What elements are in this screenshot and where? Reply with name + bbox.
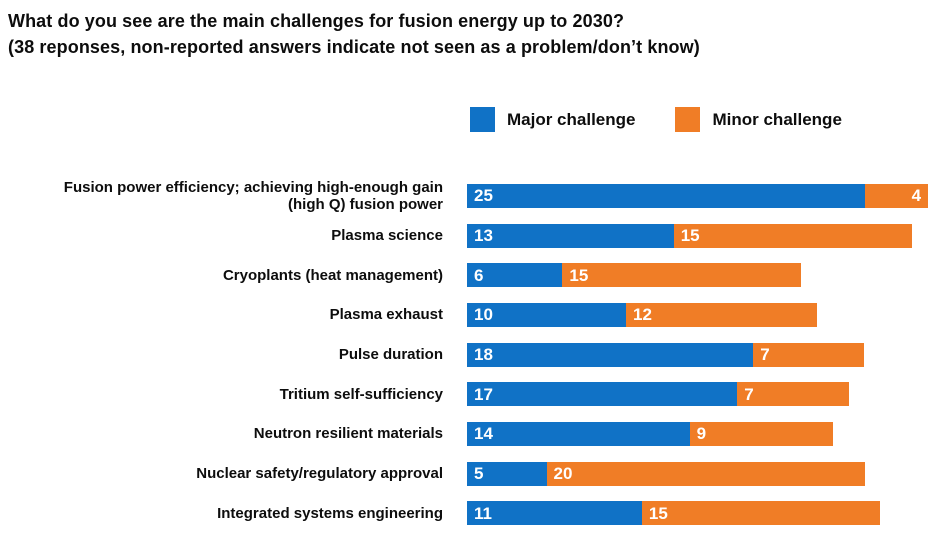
category-label: Neutron resilient materials <box>253 425 443 443</box>
bar-segment-major: 13 <box>467 223 674 248</box>
bar-value-label: 18 <box>474 345 493 365</box>
bar-value-label: 9 <box>696 424 707 444</box>
category-label: Tritium self-sufficiency <box>279 385 443 403</box>
chart-row: Plasma science 13 15 <box>0 216 936 256</box>
bar-segment-major: 14 <box>467 421 690 446</box>
bar-segment-minor: 7 <box>753 342 865 367</box>
bar-segment-minor: 7 <box>737 382 849 407</box>
bar-value-label: 13 <box>474 226 493 246</box>
chart-row: Fusion power efficiency; achieving high-… <box>0 176 936 216</box>
chart-row: Pulse duration 18 7 <box>0 335 936 375</box>
bar-value-label: 20 <box>553 464 573 484</box>
stacked-bar: 18 7 <box>467 342 865 367</box>
bar-value-label: 15 <box>680 226 700 246</box>
bar-segment-minor: 15 <box>562 263 801 288</box>
bar-segment-major: 25 <box>467 183 865 208</box>
chart-row: Tritium self-sufficiency 17 7 <box>0 374 936 414</box>
bar-value-label: 4 <box>911 186 922 206</box>
bar-segment-minor: 9 <box>689 421 833 446</box>
stacked-bar: 6 15 <box>467 263 801 288</box>
bar-segment-major: 5 <box>467 461 547 486</box>
chart-rows: Fusion power efficiency; achieving high-… <box>0 176 936 533</box>
legend: Major challenge Minor challenge <box>470 107 842 132</box>
chart-row: Integrated systems engineering 11 15 <box>0 494 936 534</box>
category-label: Integrated systems engineering <box>217 504 443 522</box>
bar-value-label: 5 <box>474 464 484 484</box>
bar-value-label: 25 <box>474 186 493 206</box>
bar-value-label: 7 <box>760 345 770 365</box>
chart-row: Nuclear safety/regulatory approval 5 20 <box>0 454 936 494</box>
stacked-bar: 5 20 <box>467 461 865 486</box>
bar-segment-major: 11 <box>467 501 642 526</box>
stacked-bar: 10 12 <box>467 302 817 327</box>
legend-swatch-icon <box>470 107 495 132</box>
legend-label: Minor challenge <box>712 109 842 129</box>
category-label: Pulse duration <box>338 345 443 363</box>
chart-row: Cryoplants (heat management) 6 15 <box>0 255 936 295</box>
chart-subtitle: (38 reponses, non-reported answers indic… <box>8 37 700 57</box>
chart-title-block: What do you see are the main challenges … <box>8 8 700 60</box>
stacked-bar: 17 7 <box>467 382 849 407</box>
bar-value-label: 15 <box>569 265 589 285</box>
bar-value-label: 14 <box>474 424 493 444</box>
stacked-bar: 14 9 <box>467 421 833 446</box>
category-label: Fusion power efficiency; achieving high-… <box>63 178 443 213</box>
chart-title: What do you see are the main challenges … <box>8 11 625 31</box>
bar-segment-major: 6 <box>467 263 563 288</box>
bar-segment-minor: 12 <box>626 302 817 327</box>
category-label: Plasma exhaust <box>329 306 443 324</box>
bar-segment-minor: 15 <box>673 223 913 248</box>
stacked-bar: 13 15 <box>467 223 913 248</box>
bar-value-label: 15 <box>648 503 668 523</box>
category-label: Nuclear safety/regulatory approval <box>196 465 443 483</box>
legend-item: Major challenge <box>470 107 635 132</box>
bar-segment-major: 17 <box>467 382 738 407</box>
bar-segment-minor: 15 <box>641 501 881 526</box>
legend-item: Minor challenge <box>675 107 842 132</box>
legend-label: Major challenge <box>507 109 636 129</box>
bar-value-label: 6 <box>474 265 484 285</box>
chart-row: Plasma exhaust 10 12 <box>0 295 936 335</box>
bar-value-label: 11 <box>474 503 492 523</box>
legend-swatch-icon <box>675 107 701 132</box>
bar-value-label: 7 <box>744 384 754 404</box>
bar-value-label: 12 <box>633 305 652 325</box>
chart-row: Neutron resilient materials 14 9 <box>0 414 936 454</box>
bar-value-label: 10 <box>474 305 493 325</box>
category-label: Cryoplants (heat management) <box>222 266 443 284</box>
category-label: Plasma science <box>331 226 443 244</box>
bar-value-label: 17 <box>474 384 493 404</box>
bar-segment-minor: 4 <box>864 183 929 208</box>
bar-segment-major: 10 <box>467 302 626 327</box>
stacked-bar: 25 4 <box>467 183 929 208</box>
bar-segment-minor: 20 <box>546 461 865 486</box>
bar-segment-major: 18 <box>467 342 754 367</box>
stacked-bar: 11 15 <box>467 501 881 526</box>
